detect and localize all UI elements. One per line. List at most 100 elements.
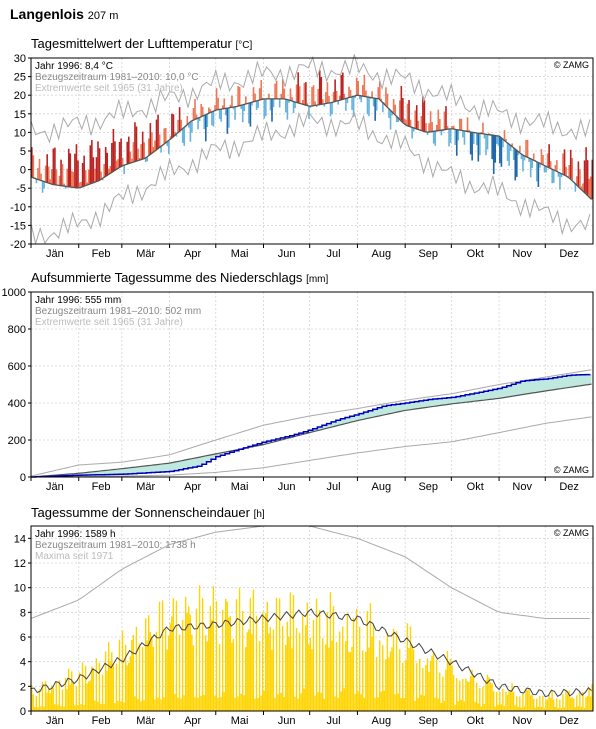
daily-temperature-bar <box>249 102 252 127</box>
daily-sunshine-bar <box>419 658 421 711</box>
daily-temperature-bar <box>491 135 493 160</box>
chart-panel-1: 0 200 400 600 800 1000 Jän Feb Mär Apr Mai Jun Jul Au… <box>2 287 594 493</box>
copyright-label: © ZAMG <box>554 465 589 475</box>
daily-sunshine-bar <box>415 663 418 711</box>
daily-sunshine-bar <box>249 598 252 711</box>
daily-temperature-bar <box>198 117 201 122</box>
daily-sunshine-bar <box>183 695 185 711</box>
daily-temperature-bar <box>348 86 350 98</box>
month-label: Okt <box>467 715 484 727</box>
daily-temperature-bar <box>412 127 415 132</box>
daily-sunshine-bar <box>98 662 101 711</box>
daily-sunshine-bar <box>354 693 356 711</box>
daily-sunshine-bar <box>551 690 553 711</box>
copyright-label: © ZAMG <box>554 528 589 538</box>
daily-sunshine-bar <box>214 695 216 711</box>
daily-temperature-bar <box>551 168 554 184</box>
daily-temperature-bar <box>526 139 529 157</box>
daily-sunshine-bar <box>100 704 102 711</box>
daily-sunshine-bar <box>163 697 165 711</box>
month-label: Mai <box>231 715 249 727</box>
daily-temperature-bar <box>322 99 324 105</box>
daily-temperature-bar <box>411 127 413 139</box>
daily-temperature-bar <box>320 76 323 105</box>
daily-temperature-bar <box>151 132 153 154</box>
daily-sunshine-bar <box>548 695 550 711</box>
daily-sunshine-bar <box>449 659 452 711</box>
daily-temperature-bar <box>565 166 567 176</box>
daily-temperature-bar <box>315 105 318 107</box>
daily-sunshine-bar <box>55 681 58 711</box>
daily-sunshine-bar <box>531 694 533 711</box>
daily-sunshine-bar <box>286 621 288 711</box>
daily-sunshine-bar <box>505 691 507 711</box>
daily-sunshine-bar <box>516 696 518 711</box>
y-tick-label: 600 <box>8 361 26 373</box>
daily-temperature-bar <box>426 132 429 136</box>
legend-entry: Jahr 1996: 8,4 °C <box>35 61 113 72</box>
daily-sunshine-bar <box>278 598 281 711</box>
daily-sunshine-bar <box>44 681 47 711</box>
daily-temperature-bar <box>506 142 509 161</box>
daily-temperature-bar <box>241 105 244 123</box>
daily-sunshine-bar <box>425 665 427 711</box>
daily-temperature-bar <box>118 142 121 168</box>
daily-sunshine-bar <box>198 585 201 711</box>
daily-sunshine-bar <box>466 681 469 711</box>
daily-sunshine-bar <box>366 611 369 711</box>
daily-temperature-bar <box>452 125 455 129</box>
month-label: Feb <box>92 248 111 260</box>
month-label: Jän <box>46 248 64 260</box>
daily-temperature-bar <box>232 107 235 110</box>
daily-temperature-bar <box>465 129 467 132</box>
daily-temperature-bar <box>417 120 420 130</box>
daily-sunshine-bar <box>285 644 287 711</box>
daily-sunshine-bar <box>445 669 447 711</box>
daily-temperature-bar <box>440 130 443 136</box>
daily-sunshine-bar <box>477 703 479 711</box>
daily-sunshine-bar <box>31 684 33 711</box>
y-tick-label: 0 <box>20 706 26 718</box>
daily-sunshine-bar <box>226 601 228 711</box>
daily-sunshine-bar <box>308 644 310 711</box>
daily-sunshine-bar <box>144 618 147 711</box>
daily-temperature-bar <box>445 106 447 130</box>
daily-sunshine-bar <box>494 706 496 711</box>
daily-temperature-bar <box>331 102 333 115</box>
daily-temperature-bar <box>589 176 592 198</box>
daily-sunshine-bar <box>412 649 415 711</box>
daily-sunshine-bar <box>194 697 196 711</box>
daily-sunshine-bar <box>257 697 259 711</box>
daily-temperature-bar <box>257 100 259 108</box>
daily-temperature-bar <box>408 100 410 127</box>
daily-sunshine-bar <box>363 697 365 711</box>
month-label: Dez <box>559 481 579 493</box>
chart-panel-2: 0 2 4 6 8 10 12 14 Jän Feb Mär Apr Mai Jun Jul Aug Sep Ok… <box>14 525 594 727</box>
daily-temperature-bar <box>357 80 360 96</box>
daily-sunshine-bar <box>540 707 543 711</box>
daily-temperature-bar <box>288 99 290 103</box>
daily-temperature-bar <box>101 178 104 181</box>
daily-temperature-bar <box>161 145 164 147</box>
daily-temperature-bar <box>483 133 486 139</box>
daily-sunshine-bar <box>569 697 572 711</box>
daily-sunshine-bar <box>220 696 222 711</box>
daily-temperature-bar <box>305 82 307 105</box>
reference-sunshine-line <box>30 608 592 698</box>
daily-temperature-bar <box>212 111 215 127</box>
daily-sunshine-bar <box>506 694 509 711</box>
daily-temperature-bar <box>423 100 426 132</box>
daily-temperature-bar <box>269 98 272 111</box>
daily-sunshine-bar <box>338 631 341 711</box>
daily-sunshine-bar <box>254 698 256 711</box>
daily-sunshine-bar <box>200 695 202 711</box>
y-tick-label: 10 <box>14 583 26 595</box>
daily-sunshine-bar <box>109 661 111 711</box>
daily-temperature-bar <box>115 160 118 170</box>
daily-temperature-bar <box>403 118 406 124</box>
daily-sunshine-bar <box>64 677 67 711</box>
daily-temperature-bar <box>81 163 84 188</box>
daily-sunshine-bar <box>232 638 235 711</box>
daily-sunshine-bar <box>532 698 535 711</box>
month-label: Dez <box>559 248 579 260</box>
